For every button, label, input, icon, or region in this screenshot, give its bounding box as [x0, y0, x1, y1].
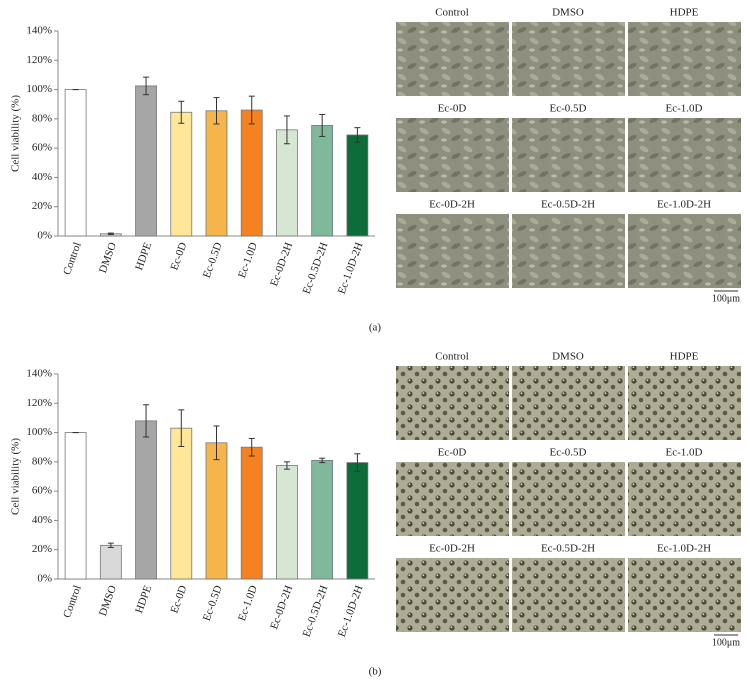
y-tick-label: 40% — [32, 171, 52, 183]
micrograph — [396, 214, 509, 288]
x-tick-label: Ec-0.5D-2H — [301, 584, 331, 639]
y-axis-label: Cell viability (%) — [10, 438, 22, 515]
micrograph-label: Ec-1.0D — [666, 103, 703, 115]
y-tick-label: 120% — [26, 54, 52, 66]
y-tick-label: 140% — [26, 368, 52, 380]
bar — [311, 459, 334, 580]
y-tick-label: 20% — [32, 543, 52, 555]
micrograph-label: Ec-1.0D — [666, 447, 703, 459]
bar — [240, 109, 263, 237]
y-tick-label: 0% — [37, 573, 52, 585]
micrograph — [396, 462, 509, 536]
x-tick-label: DMSO — [97, 584, 119, 618]
bar — [276, 129, 298, 237]
micrograph — [628, 118, 741, 192]
micrograph-label: Ec-1.0D-2H — [657, 199, 711, 211]
micrograph-label: Ec-0.5D — [550, 103, 587, 115]
micrograph — [512, 558, 625, 632]
y-tick-label: 0% — [37, 230, 52, 242]
x-tick-label: Ec-0.5D — [201, 584, 225, 623]
x-tick-label: Ec-1.0D — [236, 241, 260, 280]
micrograph-label: Ec-0D-2H — [429, 199, 475, 211]
micrograph — [512, 462, 625, 536]
micrograph — [396, 366, 509, 440]
y-tick-label: 100% — [26, 426, 52, 438]
x-tick-label: HDPE — [133, 241, 154, 272]
bar — [205, 442, 228, 580]
micrograph-label: Ec-0.5D-2H — [541, 543, 595, 555]
bar — [205, 110, 228, 237]
micrograph — [628, 22, 741, 96]
bar — [240, 446, 263, 580]
bar — [346, 134, 369, 237]
micrograph-label: HDPE — [670, 351, 699, 363]
y-tick-label: 20% — [32, 200, 52, 212]
bar — [99, 544, 122, 580]
bar — [346, 462, 369, 580]
micrograph — [512, 214, 625, 288]
micrograph-label: Ec-0.5D-2H — [541, 199, 595, 211]
y-tick-label: 40% — [32, 514, 52, 526]
micrograph — [512, 366, 625, 440]
micrograph-label: Control — [435, 7, 469, 19]
bar — [64, 89, 87, 237]
x-tick-label: HDPE — [133, 584, 154, 615]
panel-label: (a) — [369, 322, 382, 334]
x-tick-label: Ec-0D-2H — [268, 241, 295, 288]
micrograph — [396, 22, 509, 96]
x-tick-label: Ec-1.0D-2H — [336, 584, 366, 639]
bar — [170, 111, 193, 237]
micrograph — [512, 118, 625, 192]
y-tick-label: 80% — [32, 112, 52, 124]
x-tick-label: Ec-0D — [168, 241, 189, 272]
y-tick-label: 120% — [26, 397, 52, 409]
y-tick-label: 60% — [32, 142, 52, 154]
bar — [170, 427, 193, 580]
x-tick-label: Ec-0.5D-2H — [301, 241, 331, 296]
micrograph — [396, 118, 509, 192]
y-tick-label: 140% — [26, 25, 52, 37]
bar — [64, 432, 87, 580]
y-tick-label: 60% — [32, 485, 52, 497]
bar — [135, 85, 157, 237]
micrograph — [512, 22, 625, 96]
bar — [276, 465, 298, 580]
bar — [135, 420, 157, 580]
micrograph — [396, 558, 509, 632]
x-tick-label: DMSO — [97, 241, 119, 275]
x-tick-label: Ec-0.5D — [201, 241, 225, 280]
micrograph — [628, 366, 741, 440]
micrograph-label: Ec-0D — [438, 447, 467, 459]
micrograph-label: Ec-0.5D — [550, 447, 587, 459]
micrograph-label: HDPE — [670, 7, 699, 19]
x-tick-label: Ec-1.0D — [236, 584, 260, 623]
micrograph-label: Ec-0D-2H — [429, 543, 475, 555]
micrograph-label: DMSO — [552, 351, 584, 363]
micrograph-label: DMSO — [552, 7, 584, 19]
x-tick-label: Ec-0D — [168, 584, 189, 615]
micrograph-label: Control — [435, 351, 469, 363]
scale-bar-label: 100μm — [712, 293, 740, 304]
scale-bar-label: 100μm — [712, 637, 740, 648]
panel-label: (b) — [369, 666, 382, 678]
x-tick-label: Ec-0D-2H — [268, 584, 295, 631]
micrograph — [628, 214, 741, 288]
x-tick-label: Control — [61, 584, 84, 620]
micrograph-label: Ec-1.0D-2H — [657, 543, 711, 555]
micrograph — [628, 558, 741, 632]
micrograph — [628, 462, 741, 536]
bar — [311, 125, 334, 237]
y-tick-label: 80% — [32, 455, 52, 467]
x-tick-label: Control — [61, 241, 84, 277]
x-tick-label: Ec-1.0D-2H — [336, 241, 366, 296]
y-tick-label: 100% — [26, 83, 52, 95]
micrograph-label: Ec-0D — [438, 103, 467, 115]
y-axis-label: Cell viability (%) — [10, 95, 22, 172]
